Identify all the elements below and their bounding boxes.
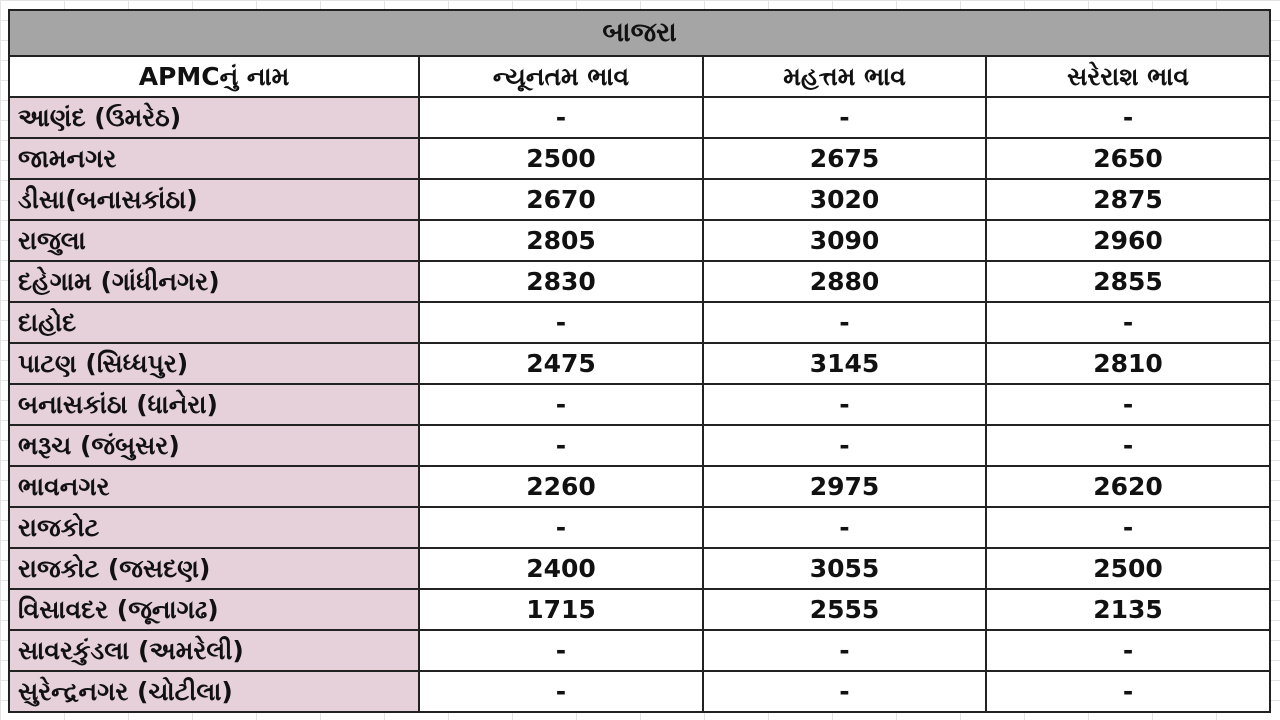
- avg-price-cell: 2650: [984, 137, 1272, 180]
- max-price-cell: -: [702, 506, 987, 549]
- avg-price-cell: 2875: [984, 178, 1272, 221]
- table-row: વિસાવદર (જૂનાગઢ) 1715 2555 2135: [8, 588, 1272, 631]
- max-price-cell: 3020: [702, 178, 987, 221]
- apmc-name-cell: વિસાવદર (જૂનાગઢ): [8, 588, 420, 631]
- header-avg-price: સરેરાશ ભાવ: [984, 55, 1272, 98]
- max-price-cell: -: [702, 383, 987, 426]
- avg-price-cell: 2960: [984, 219, 1272, 262]
- min-price-cell: -: [418, 670, 704, 713]
- min-price-cell: 2805: [418, 219, 704, 262]
- table-row: બનાસકાંઠા (ધાનેરા) - - -: [8, 383, 1272, 426]
- avg-price-cell: -: [984, 383, 1272, 426]
- max-price-cell: -: [702, 424, 987, 467]
- apmc-name-cell: દહેગામ (ગાંધીનગર): [8, 260, 420, 303]
- table-row: પાટણ (સિધ્ધપુર) 2475 3145 2810: [8, 342, 1272, 385]
- avg-price-cell: 2855: [984, 260, 1272, 303]
- apmc-name-cell: દાહોદ: [8, 301, 420, 344]
- min-price-cell: -: [418, 383, 704, 426]
- header-max-price: મહત્તમ ભાવ: [702, 55, 987, 98]
- table-row: સુરેન્દ્રનગર (ચોટીલા) - - -: [8, 670, 1272, 713]
- header-min-price: ન્યૂનતમ ભાવ: [418, 55, 704, 98]
- apmc-name-cell: જામનગર: [8, 137, 420, 180]
- avg-price-cell: 2620: [984, 465, 1272, 508]
- apmc-name-cell: સુરેન્દ્રનગર (ચોટીલા): [8, 670, 420, 713]
- apmc-name-cell: બનાસકાંઠા (ધાનેરા): [8, 383, 420, 426]
- table-row: ભરૂચ (જંબુસર) - - -: [8, 424, 1272, 467]
- table-row: રાજકોટ - - -: [8, 506, 1272, 549]
- max-price-cell: 3145: [702, 342, 987, 385]
- avg-price-cell: -: [984, 670, 1272, 713]
- table-row: દહેગામ (ગાંધીનગર) 2830 2880 2855: [8, 260, 1272, 303]
- max-price-cell: 3090: [702, 219, 987, 262]
- table-row: દાહોદ - - -: [8, 301, 1272, 344]
- apmc-name-cell: આણંદ (ઉમરેઠ): [8, 96, 420, 139]
- min-price-cell: -: [418, 96, 704, 139]
- avg-price-cell: -: [984, 629, 1272, 672]
- header-apmc-name: APMCનું નામ: [8, 55, 420, 98]
- max-price-cell: -: [702, 670, 987, 713]
- max-price-cell: 2975: [702, 465, 987, 508]
- table-row: આણંદ (ઉમરેઠ) - - -: [8, 96, 1272, 139]
- min-price-cell: -: [418, 506, 704, 549]
- avg-price-cell: -: [984, 301, 1272, 344]
- apmc-name-cell: ભરૂચ (જંબુસર): [8, 424, 420, 467]
- max-price-cell: -: [702, 96, 987, 139]
- min-price-cell: 2830: [418, 260, 704, 303]
- min-price-cell: 2670: [418, 178, 704, 221]
- table-row: ડીસા(બનાસકાંઠા) 2670 3020 2875: [8, 178, 1272, 221]
- price-table: બાજરા APMCનું નામ ન્યૂનતમ ભાવ મહત્તમ ભાવ…: [7, 9, 1272, 713]
- table-row: સાવરકુંડલા (અમરેલી) - - -: [8, 629, 1272, 672]
- table-row: રાજુલા 2805 3090 2960: [8, 219, 1272, 262]
- apmc-name-cell: પાટણ (સિધ્ધપુર): [8, 342, 420, 385]
- table-row: રાજકોટ (જસદણ) 2400 3055 2500: [8, 547, 1272, 590]
- avg-price-cell: 2135: [984, 588, 1272, 631]
- min-price-cell: 2475: [418, 342, 704, 385]
- avg-price-cell: -: [984, 96, 1272, 139]
- avg-price-cell: -: [984, 424, 1272, 467]
- table-title: બાજરા: [7, 9, 1272, 57]
- apmc-name-cell: ભાવનગર: [8, 465, 420, 508]
- min-price-cell: 2260: [418, 465, 704, 508]
- avg-price-cell: -: [984, 506, 1272, 549]
- max-price-cell: -: [702, 629, 987, 672]
- table-row: જામનગર 2500 2675 2650: [8, 137, 1272, 180]
- apmc-name-cell: રાજકોટ: [8, 506, 420, 549]
- max-price-cell: 2675: [702, 137, 987, 180]
- min-price-cell: -: [418, 424, 704, 467]
- min-price-cell: -: [418, 301, 704, 344]
- min-price-cell: 2500: [418, 137, 704, 180]
- avg-price-cell: 2500: [984, 547, 1272, 590]
- max-price-cell: 3055: [702, 547, 987, 590]
- apmc-name-cell: ડીસા(બનાસકાંઠા): [8, 178, 420, 221]
- min-price-cell: 2400: [418, 547, 704, 590]
- apmc-name-cell: સાવરકુંડલા (અમરેલી): [8, 629, 420, 672]
- min-price-cell: -: [418, 629, 704, 672]
- table-row: ભાવનગર 2260 2975 2620: [8, 465, 1272, 508]
- max-price-cell: 2555: [702, 588, 987, 631]
- avg-price-cell: 2810: [984, 342, 1272, 385]
- min-price-cell: 1715: [418, 588, 704, 631]
- apmc-name-cell: રાજકોટ (જસદણ): [8, 547, 420, 590]
- max-price-cell: -: [702, 301, 987, 344]
- apmc-name-cell: રાજુલા: [8, 219, 420, 262]
- max-price-cell: 2880: [702, 260, 987, 303]
